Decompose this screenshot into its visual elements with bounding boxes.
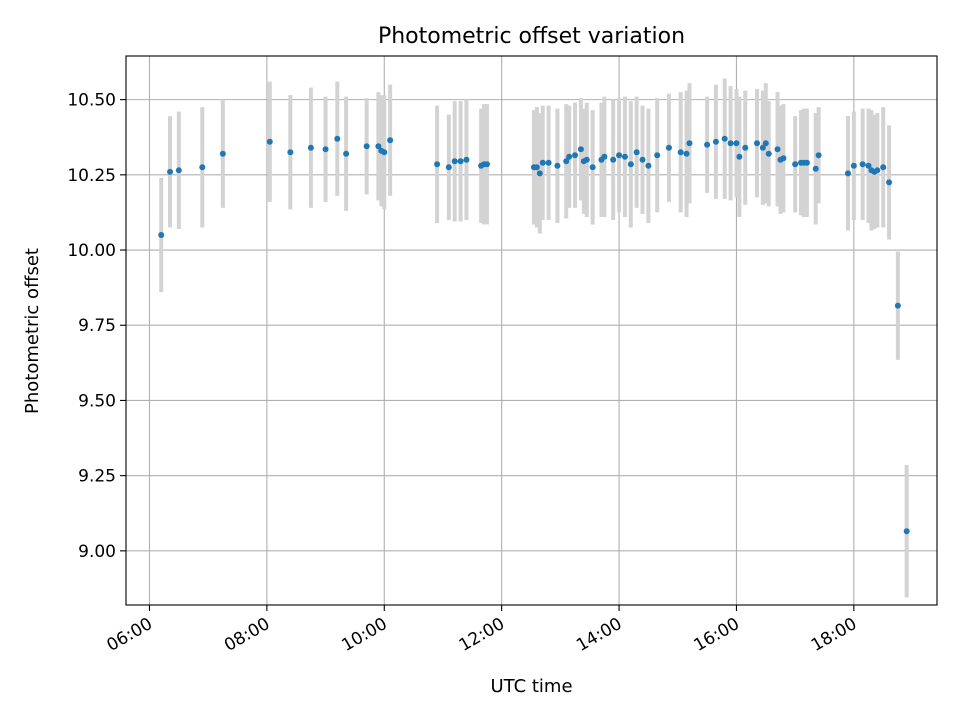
data-point bbox=[850, 162, 857, 169]
data-point bbox=[536, 170, 543, 177]
data-point bbox=[762, 140, 769, 147]
data-point bbox=[381, 149, 388, 156]
data-point bbox=[639, 156, 646, 163]
data-point bbox=[483, 161, 490, 168]
y-tick-label: 10.50 bbox=[67, 91, 116, 111]
data-point bbox=[686, 140, 693, 147]
data-point-layer bbox=[158, 135, 910, 535]
y-tick-label: 9.50 bbox=[78, 391, 116, 411]
data-point bbox=[387, 137, 394, 144]
data-point bbox=[645, 162, 652, 169]
data-point bbox=[533, 164, 540, 171]
data-point bbox=[733, 140, 740, 147]
data-point bbox=[322, 146, 329, 153]
data-point bbox=[765, 150, 772, 157]
data-point bbox=[434, 161, 441, 168]
data-point bbox=[627, 161, 634, 168]
data-point bbox=[886, 179, 893, 186]
y-tick-label: 10.25 bbox=[67, 166, 116, 186]
data-point bbox=[633, 149, 640, 156]
data-point bbox=[780, 155, 787, 162]
data-point bbox=[865, 162, 872, 169]
data-point bbox=[727, 140, 734, 147]
data-point bbox=[572, 152, 579, 159]
data-point bbox=[343, 150, 350, 157]
data-point bbox=[803, 159, 810, 166]
data-point bbox=[539, 159, 546, 166]
data-point bbox=[545, 159, 552, 166]
data-point bbox=[589, 164, 596, 171]
data-point bbox=[219, 150, 226, 157]
data-point bbox=[199, 164, 206, 171]
data-point bbox=[812, 165, 819, 172]
y-tick-label: 9.25 bbox=[78, 467, 116, 487]
y-axis-ticks: 9.00 9.25 9.50 9.75 10.00 10.25 10.50 bbox=[67, 91, 126, 562]
data-point bbox=[874, 167, 881, 174]
data-point bbox=[175, 167, 182, 174]
data-point bbox=[363, 143, 370, 150]
data-point bbox=[753, 140, 760, 147]
data-point bbox=[859, 161, 866, 168]
data-point bbox=[712, 138, 719, 145]
data-point bbox=[167, 168, 174, 175]
data-point bbox=[815, 152, 822, 159]
data-point bbox=[610, 156, 617, 163]
data-point bbox=[334, 135, 341, 142]
data-point bbox=[903, 528, 910, 535]
data-point bbox=[683, 150, 690, 157]
data-point bbox=[736, 153, 743, 160]
y-tick-label: 9.00 bbox=[78, 542, 116, 562]
data-point bbox=[621, 153, 628, 160]
data-point bbox=[577, 146, 584, 153]
data-point bbox=[307, 144, 314, 151]
data-point bbox=[654, 152, 661, 159]
data-point bbox=[704, 141, 711, 148]
data-point bbox=[665, 144, 672, 151]
data-point bbox=[844, 170, 851, 177]
data-point bbox=[616, 152, 623, 159]
data-point bbox=[158, 231, 165, 238]
data-point bbox=[375, 143, 382, 150]
data-point bbox=[457, 158, 464, 165]
x-axis-label: UTC time bbox=[490, 676, 572, 697]
data-point bbox=[792, 161, 799, 168]
data-point bbox=[721, 135, 728, 142]
y-axis-label: Photometric offset bbox=[22, 248, 43, 414]
data-point bbox=[601, 153, 608, 160]
y-tick-label: 9.75 bbox=[78, 316, 116, 336]
data-point bbox=[583, 156, 590, 163]
chart-title: Photometric offset variation bbox=[378, 24, 685, 49]
data-point bbox=[266, 138, 273, 145]
data-point bbox=[563, 158, 570, 165]
y-tick-label: 10.00 bbox=[67, 241, 116, 261]
data-point bbox=[677, 149, 684, 156]
data-point bbox=[880, 164, 887, 171]
data-point bbox=[742, 144, 749, 151]
data-point bbox=[774, 146, 781, 153]
data-point bbox=[759, 144, 766, 151]
data-point bbox=[451, 158, 458, 165]
data-point bbox=[287, 149, 294, 156]
plot-area-frame bbox=[125, 55, 938, 606]
data-point bbox=[445, 164, 452, 171]
data-point bbox=[566, 153, 573, 160]
data-point bbox=[554, 162, 561, 169]
data-point bbox=[894, 302, 901, 309]
data-point bbox=[463, 156, 470, 163]
